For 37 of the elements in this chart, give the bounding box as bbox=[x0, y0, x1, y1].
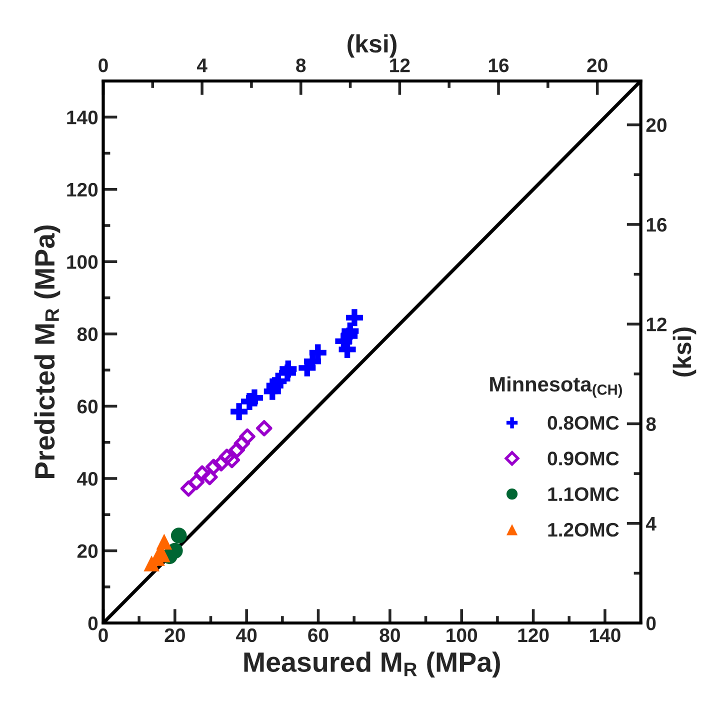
legend-title: Minnesota$_{(CH)}$ bbox=[490, 376, 622, 398]
y-tick-label: 40 bbox=[77, 472, 98, 486]
x2-tick-label: 12 bbox=[390, 58, 410, 72]
y2-tick-label: 4 bbox=[646, 517, 656, 530]
y-tick-label: 100 bbox=[67, 255, 98, 269]
x2-tick-label: 0 bbox=[98, 58, 108, 72]
legend-label: 1.1OMC bbox=[548, 487, 619, 502]
y-axis-title: Predicted M$_{R}$ (MPa) bbox=[34, 225, 60, 478]
x-tick-label: 40 bbox=[236, 628, 257, 642]
y-tick-label: 120 bbox=[67, 182, 98, 197]
x-tick-label: 20 bbox=[164, 628, 185, 642]
y2-tick-label: 12 bbox=[646, 318, 667, 332]
y-tick-label: 140 bbox=[67, 110, 98, 124]
x2-tick-label: 8 bbox=[296, 58, 306, 72]
x-tick-label: 140 bbox=[590, 628, 620, 642]
x-axis-title: Measured M$_{R}$ (MPa) bbox=[244, 652, 500, 678]
y2-axis-title: (ksi) bbox=[672, 328, 696, 376]
legend-label: 0.9OMC bbox=[548, 452, 619, 466]
y-tick-label: 80 bbox=[77, 327, 98, 342]
x-tick-label: 80 bbox=[380, 628, 400, 642]
x-tick-label: 0 bbox=[98, 628, 108, 642]
y2-tick-label: 20 bbox=[646, 118, 666, 132]
y2-tick-label: 8 bbox=[646, 417, 656, 431]
x2-axis-title: (ksi) bbox=[348, 34, 396, 58]
y-tick-label: 60 bbox=[77, 400, 98, 414]
y2-tick-label: 0 bbox=[646, 616, 656, 630]
y2-tick-label: 16 bbox=[646, 218, 667, 232]
x2-tick-label: 4 bbox=[196, 58, 208, 72]
y-tick-label: 0 bbox=[88, 616, 98, 630]
x2-tick-label: 20 bbox=[587, 58, 608, 72]
x-tick-label: 60 bbox=[308, 628, 328, 642]
x2-tick-label: 16 bbox=[488, 58, 509, 72]
x-tick-label: 100 bbox=[446, 628, 478, 642]
y-tick-label: 20 bbox=[77, 544, 98, 558]
legend-label: 1.2OMC bbox=[548, 522, 619, 537]
legend-label: 0.8OMC bbox=[548, 416, 619, 430]
x-tick-label: 120 bbox=[518, 628, 549, 642]
